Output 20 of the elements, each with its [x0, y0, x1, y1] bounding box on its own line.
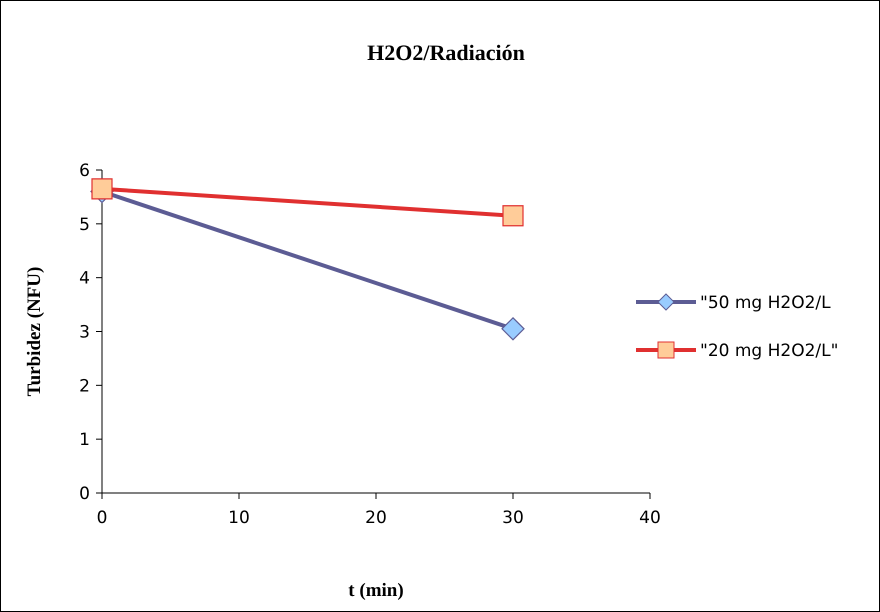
- legend-label: "50 mg H2O2/L: [700, 292, 832, 313]
- y-tick-label: 1: [79, 430, 90, 450]
- point: [91, 178, 113, 200]
- x-tick-label: 0: [96, 508, 108, 528]
- x-tick-label: 10: [228, 508, 250, 528]
- y-tick-label: 2: [79, 376, 90, 396]
- point: [502, 205, 524, 226]
- x-axis-title: t (min): [348, 580, 404, 601]
- legend-label: "20 mg H2O2/L": [700, 340, 838, 361]
- point: [501, 317, 525, 340]
- y-tick-label: 4: [79, 268, 90, 289]
- y-tick-label: 0: [79, 484, 90, 504]
- chart-title: H2O2/Radiación: [367, 40, 525, 65]
- y-tick-label: 5: [79, 214, 90, 235]
- y-tick-label: 3: [79, 322, 90, 342]
- y-tick-label: 6: [79, 160, 90, 181]
- x-tick-label: 20: [365, 508, 387, 528]
- x-tick-label: 30: [502, 508, 524, 528]
- y-axis-title: Turbidez (NFU): [24, 266, 45, 396]
- x-tick-label: 40: [639, 508, 661, 528]
